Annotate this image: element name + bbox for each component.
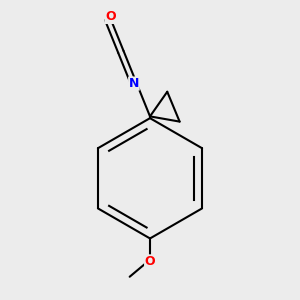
Text: O: O xyxy=(145,255,155,268)
Text: O: O xyxy=(105,11,116,23)
Text: N: N xyxy=(129,77,139,90)
